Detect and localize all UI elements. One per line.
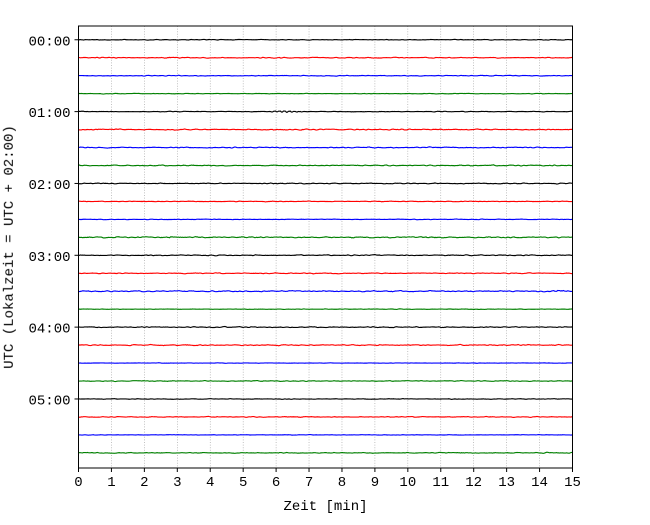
svg-text:3: 3 <box>173 475 181 491</box>
svg-text:1: 1 <box>107 475 115 491</box>
svg-text:12: 12 <box>465 475 482 491</box>
svg-text:9: 9 <box>371 475 379 491</box>
svg-text:6: 6 <box>272 475 280 491</box>
svg-text:10: 10 <box>399 475 416 491</box>
svg-text:05:00: 05:00 <box>28 393 70 409</box>
svg-text:04:00: 04:00 <box>28 322 70 338</box>
svg-text:2: 2 <box>140 475 148 491</box>
svg-text:0: 0 <box>74 475 82 491</box>
svg-text:4: 4 <box>206 475 214 491</box>
svg-text:7: 7 <box>305 475 313 491</box>
svg-text:5: 5 <box>239 475 247 491</box>
svg-text:11: 11 <box>432 475 449 491</box>
svg-text:02:00: 02:00 <box>28 178 70 194</box>
svg-text:01:00: 01:00 <box>28 106 70 122</box>
svg-text:13: 13 <box>498 475 515 491</box>
svg-text:15: 15 <box>564 475 581 491</box>
svg-text:03:00: 03:00 <box>28 250 70 266</box>
svg-text:8: 8 <box>338 475 346 491</box>
svg-text:00:00: 00:00 <box>28 34 70 50</box>
svg-text:14: 14 <box>531 475 548 491</box>
